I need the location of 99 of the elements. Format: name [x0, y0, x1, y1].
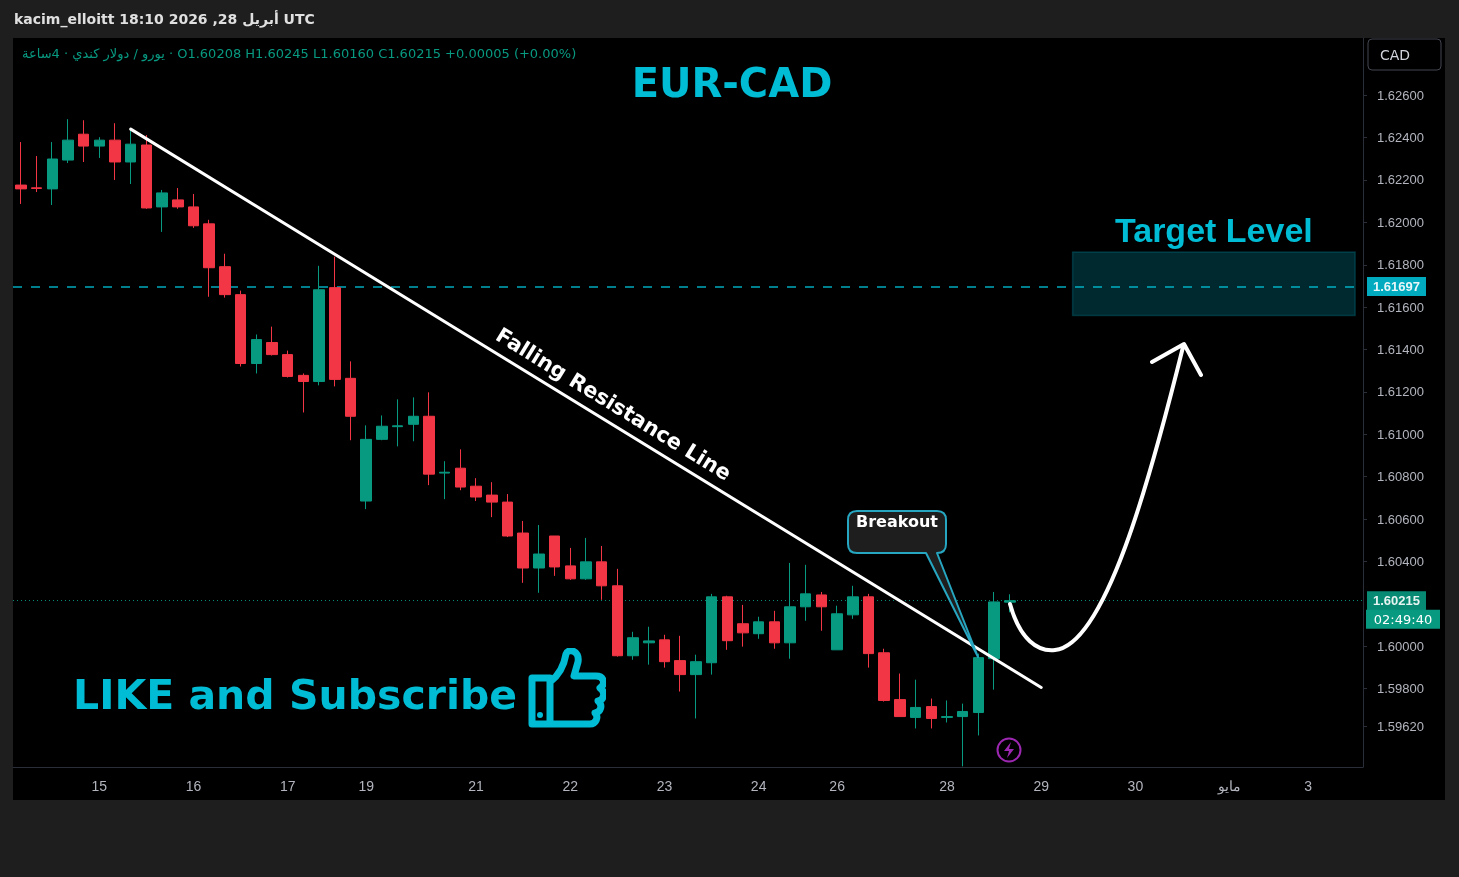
candlestick: [926, 698, 937, 729]
candlestick: [517, 520, 529, 584]
candlestick: [486, 481, 498, 518]
candlestick: [596, 545, 607, 601]
candlestick: [863, 593, 874, 669]
x-tick-label: 15: [91, 778, 108, 794]
candlestick: [643, 626, 655, 666]
x-tick-label: 19: [358, 778, 375, 794]
candlestick: [878, 648, 890, 703]
text: CAD: [1380, 47, 1411, 63]
x-tick-label: 21: [468, 778, 485, 794]
candlestick: [47, 141, 58, 206]
candlestick: [565, 547, 576, 581]
candlestick: [549, 535, 560, 577]
candlestick: [894, 673, 906, 718]
text: 02:49:40: [1373, 612, 1433, 628]
candlestick: [800, 564, 811, 622]
y-tick-label: 1.60800: [1377, 469, 1424, 485]
candlestick: [188, 193, 199, 229]
candlestick: [62, 118, 74, 164]
candlestick: [282, 350, 293, 378]
candlestick: [957, 703, 968, 767]
text: kacim_elloitt 18:10 2026 ,28 أبريل UTC: [14, 10, 315, 28]
candlestick: [376, 414, 388, 441]
x-tick-label: 30: [1127, 778, 1144, 794]
text: EUR-CAD: [631, 60, 833, 106]
candlestick: [816, 591, 827, 632]
candlestick: [973, 653, 984, 736]
x-tick-label: مايو: [1217, 778, 1242, 795]
candlestick: [125, 129, 136, 185]
candlestick: [674, 635, 686, 693]
y-tick-label: 1.60000: [1377, 638, 1424, 654]
ref-line-label: 1.61697: [1373, 279, 1420, 295]
candlestick: [423, 391, 435, 486]
candlestick: [219, 253, 231, 299]
y-tick-label: 1.61800: [1377, 257, 1424, 273]
candlestick: [753, 616, 764, 640]
candlestick: [659, 634, 670, 669]
candlestick: [455, 448, 466, 491]
annotation: LIKE and Subscribe: [73, 671, 518, 719]
candlestick: [408, 396, 419, 442]
y-tick-label: 1.61600: [1377, 299, 1424, 315]
candlestick: [94, 136, 105, 159]
y-tick-label: 1.59800: [1377, 681, 1424, 697]
candlestick: [502, 493, 513, 538]
annotation: يورو / دولار كندي · 4ساعة · O1.60208 H1.60245 L1.60160 C1.60215 +0.00005 (+0.00%): [22, 45, 577, 62]
x-tick-label: 22: [562, 778, 579, 794]
x-tick-label: 23: [656, 778, 673, 794]
candlestick: [345, 360, 356, 441]
candlestick: [612, 568, 623, 658]
candlestick: [737, 604, 749, 648]
candlestick: [329, 256, 341, 387]
y-tick-label: 1.62000: [1377, 214, 1424, 230]
candlestick: [141, 134, 152, 210]
candlestick: [360, 424, 372, 510]
candlestick: [722, 595, 733, 651]
candlestick: [392, 398, 403, 447]
y-tick-label: 1.61400: [1377, 342, 1424, 358]
y-tick-label: 1.60600: [1377, 511, 1424, 527]
x-tick-label: 3: [1304, 778, 1313, 794]
candlestick: [78, 119, 89, 163]
x-tick-label: 28: [939, 778, 956, 794]
candlestick: [831, 605, 843, 651]
candlestick: [235, 290, 246, 367]
candlestick: [172, 187, 184, 210]
y-tick-label: 1.62200: [1377, 172, 1424, 188]
x-tick-label: 16: [185, 778, 202, 794]
candlestick: [769, 610, 780, 650]
y-tick-label: 1.61200: [1377, 384, 1424, 400]
candlestick: [470, 477, 482, 502]
candlestick: [533, 524, 545, 594]
y-tick-label: 1.59620: [1377, 719, 1424, 735]
band-label: Target Level: [1114, 211, 1313, 250]
candlestick: [313, 265, 325, 386]
candlestick: [156, 189, 168, 233]
candlestick: [203, 219, 215, 298]
y-tick-label: 1.62400: [1377, 130, 1424, 146]
candlestick: [251, 333, 262, 374]
x-tick-label: 24: [750, 778, 767, 794]
candlestick: [627, 631, 639, 661]
candlestick: [109, 122, 121, 181]
candlestick: [580, 537, 592, 581]
y-tick-label: 1.62600: [1377, 87, 1424, 103]
candlestick: [784, 562, 796, 660]
candlestick: [941, 699, 953, 723]
candlestick: [439, 460, 450, 500]
x-tick-label: 26: [829, 778, 846, 794]
y-tick-label: 1.61000: [1377, 426, 1424, 442]
y-tick-label: 1.60400: [1377, 553, 1424, 569]
x-tick-label: 17: [279, 778, 296, 794]
candlestick: [298, 372, 309, 413]
candlestick: [266, 326, 278, 356]
annotation: Breakout: [855, 512, 939, 533]
candlestick: [31, 155, 42, 193]
ref-line-label: 1.60215: [1373, 593, 1420, 609]
candlestick: [690, 654, 702, 719]
x-tick-label: 29: [1033, 778, 1050, 794]
candlestick: [910, 679, 921, 729]
candlestick: [15, 141, 27, 205]
